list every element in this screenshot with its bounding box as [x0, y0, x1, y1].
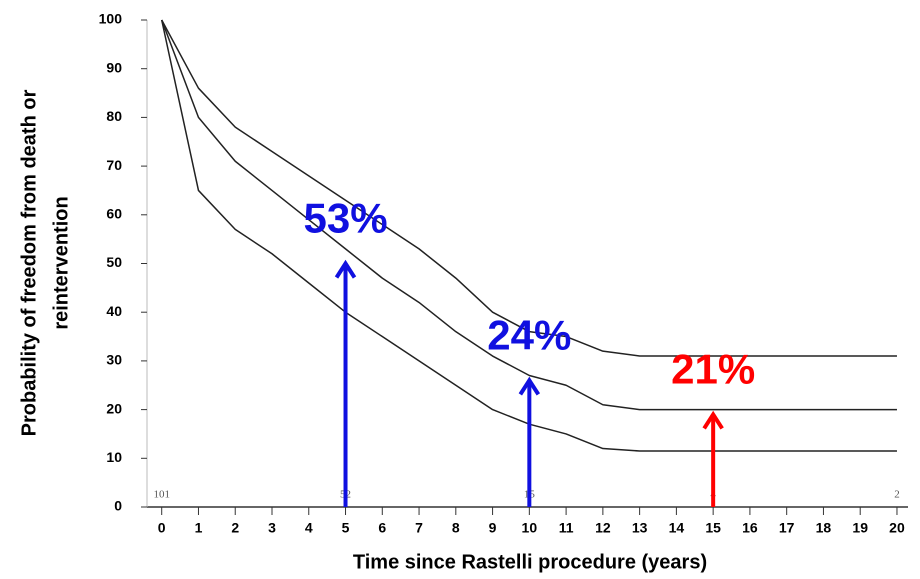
y-tick-label: 100 [99, 11, 123, 27]
x-tick-label: 10 [522, 520, 538, 536]
arrow-head [334, 259, 357, 279]
x-tick-label: 2 [231, 520, 239, 536]
y-axis-label: Probability of freedom from death or [18, 89, 40, 436]
annotation: 24% [487, 311, 571, 358]
x-tick-label: 5 [342, 520, 350, 536]
x-tick-label: 9 [489, 520, 497, 536]
y-tick-label: 10 [106, 449, 122, 465]
x-tick-label: 20 [889, 520, 905, 536]
y-tick-label: 60 [106, 206, 122, 222]
at-risk-label: 101 [153, 489, 170, 501]
survival-line [161, 19, 897, 411]
arrow-head [702, 410, 724, 430]
y-tick-label: 50 [106, 254, 122, 270]
y-tick-label: 30 [106, 352, 122, 368]
annotation: 53% [303, 195, 387, 242]
y-tick-label: 80 [106, 108, 122, 124]
arrow-head [518, 376, 541, 396]
x-axis-label: Time since Rastelli procedure (years) [353, 551, 707, 573]
x-tick-label: 12 [595, 520, 611, 536]
y-tick-label: 90 [106, 59, 122, 75]
x-tick-label: 11 [559, 520, 574, 536]
x-tick-label: 7 [415, 520, 423, 536]
at-risk-label: 2 [894, 489, 900, 501]
y-tick-label: 70 [106, 157, 122, 173]
y-tick-label: 40 [106, 303, 122, 319]
x-tick-label: 6 [378, 520, 386, 536]
x-tick-label: 3 [268, 520, 276, 536]
x-tick-label: 16 [742, 520, 758, 536]
x-tick-label: 17 [779, 520, 795, 536]
x-tick-label: 1 [195, 520, 203, 536]
y-tick-label: 0 [114, 498, 122, 514]
y-axis-label: reintervention [50, 196, 72, 329]
y-tick-label: 20 [106, 400, 122, 416]
annotation: 21% [671, 346, 755, 393]
x-tick-label: 4 [305, 520, 313, 536]
x-tick-label: 18 [816, 520, 832, 536]
x-tick-label: 14 [669, 520, 685, 536]
x-tick-label: 13 [632, 520, 648, 536]
x-tick-label: 0 [158, 520, 166, 536]
x-tick-label: 19 [852, 520, 868, 536]
x-tick-label: 8 [452, 520, 460, 536]
x-tick-label: 15 [705, 520, 721, 536]
survival-line [161, 19, 897, 357]
